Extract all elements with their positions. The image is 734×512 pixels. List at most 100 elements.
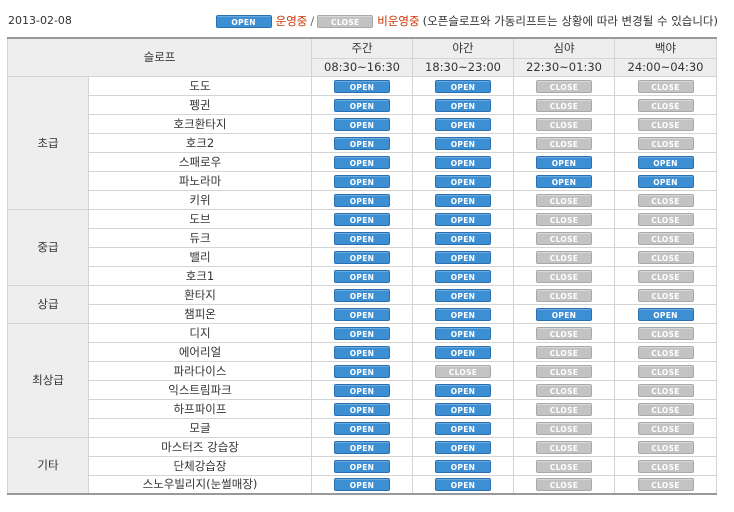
open-badge: OPEN bbox=[435, 478, 491, 492]
close-badge: CLOSE bbox=[536, 269, 592, 283]
status-cell: OPEN bbox=[311, 436, 413, 457]
header-time-midnight: 22:30~01:30 bbox=[513, 57, 615, 77]
slope-name: 마스터즈 강습장 bbox=[88, 436, 312, 457]
status-cell: CLOSE bbox=[614, 208, 717, 229]
status-cell: CLOSE bbox=[513, 398, 615, 419]
close-badge: CLOSE bbox=[637, 288, 694, 302]
slope-name: 익스트림파크 bbox=[88, 379, 312, 400]
status-cell: OPEN bbox=[412, 284, 514, 305]
status-cell: CLOSE bbox=[614, 227, 717, 248]
status-cell: CLOSE bbox=[614, 341, 717, 362]
open-badge: OPEN bbox=[637, 307, 694, 321]
open-badge: OPEN bbox=[435, 79, 491, 93]
slope-name: 스노우빌리지(눈썰매장) bbox=[88, 474, 312, 495]
status-cell: OPEN bbox=[311, 227, 413, 248]
open-badge: OPEN bbox=[334, 383, 390, 397]
header-period-midnight: 심야 bbox=[513, 37, 615, 59]
close-badge: CLOSE bbox=[637, 98, 694, 112]
close-badge: CLOSE bbox=[637, 478, 694, 492]
close-badge: CLOSE bbox=[435, 364, 491, 378]
table-row: 호크2 OPEN OPEN CLOSE CLOSE bbox=[8, 132, 717, 153]
header-period-white-night: 백야 bbox=[614, 37, 717, 59]
status-cell: CLOSE bbox=[614, 246, 717, 267]
status-cell: CLOSE bbox=[614, 132, 717, 153]
status-cell: CLOSE bbox=[513, 265, 615, 286]
status-cell: CLOSE bbox=[412, 360, 514, 381]
status-cell: OPEN bbox=[311, 113, 413, 134]
status-cell: OPEN bbox=[311, 341, 413, 362]
open-badge: OPEN bbox=[536, 307, 592, 321]
open-badge: OPEN bbox=[435, 155, 491, 169]
open-badge: OPEN bbox=[435, 440, 491, 454]
close-badge: CLOSE bbox=[536, 212, 592, 226]
status-cell: OPEN bbox=[412, 322, 514, 343]
open-badge: OPEN bbox=[334, 478, 390, 492]
slope-name: 하프파이프 bbox=[88, 398, 312, 419]
open-badge: OPEN bbox=[334, 307, 390, 321]
open-badge: OPEN bbox=[435, 212, 491, 226]
open-badge: OPEN bbox=[435, 383, 491, 397]
status-cell: OPEN bbox=[412, 94, 514, 115]
table-row: 밸리 OPEN OPEN CLOSE CLOSE bbox=[8, 246, 717, 267]
top-bar: 2013-02-08 OPEN 운영중 / CLOSE 비운영중 (오픈슬로프와… bbox=[0, 0, 734, 38]
open-badge: OPEN bbox=[334, 174, 390, 188]
open-badge: OPEN bbox=[435, 402, 491, 416]
open-badge: OPEN bbox=[435, 288, 491, 302]
status-cell: CLOSE bbox=[614, 322, 717, 343]
close-badge: CLOSE bbox=[536, 250, 592, 264]
status-cell: CLOSE bbox=[513, 75, 615, 96]
status-cell: CLOSE bbox=[513, 455, 615, 476]
open-badge: OPEN bbox=[334, 345, 390, 359]
close-badge: CLOSE bbox=[637, 402, 694, 416]
status-cell: OPEN bbox=[412, 455, 514, 476]
status-cell: OPEN bbox=[311, 265, 413, 286]
close-badge: CLOSE bbox=[637, 269, 694, 283]
close-badge: CLOSE bbox=[637, 79, 694, 93]
close-badge: CLOSE bbox=[536, 326, 592, 340]
close-badge: CLOSE bbox=[536, 117, 592, 131]
slope-name: 디지 bbox=[88, 322, 312, 343]
slope-name: 단체강습장 bbox=[88, 455, 312, 476]
status-cell: OPEN bbox=[311, 303, 413, 324]
close-badge: CLOSE bbox=[536, 288, 592, 302]
slope-name: 호크환타지 bbox=[88, 113, 312, 134]
category-label: 중급 bbox=[7, 208, 89, 286]
legend-close-badge: CLOSE bbox=[317, 14, 374, 28]
slope-name: 파라다이스 bbox=[88, 360, 312, 381]
status-cell: CLOSE bbox=[513, 284, 615, 305]
table-row: 단체강습장 OPEN OPEN CLOSE CLOSE bbox=[8, 455, 717, 476]
table-row: 기타 마스터즈 강습장 OPEN OPEN CLOSE CLOSE bbox=[7, 436, 717, 495]
table-row: 최상급 디지 OPEN OPEN CLOSE CLOSE bbox=[7, 322, 717, 438]
status-cell: CLOSE bbox=[513, 417, 615, 438]
close-badge: CLOSE bbox=[637, 250, 694, 264]
status-cell: CLOSE bbox=[513, 132, 615, 153]
header-period-day: 주간 bbox=[311, 37, 413, 59]
status-cell: CLOSE bbox=[513, 94, 615, 115]
open-badge: OPEN bbox=[334, 269, 390, 283]
open-badge: OPEN bbox=[435, 307, 491, 321]
open-badge: OPEN bbox=[334, 440, 390, 454]
slope-name: 호크1 bbox=[88, 265, 312, 286]
slope-name: 펭귄 bbox=[88, 94, 312, 115]
table-row: 호크환타지 OPEN OPEN CLOSE CLOSE bbox=[8, 113, 717, 134]
open-badge: OPEN bbox=[334, 250, 390, 264]
close-badge: CLOSE bbox=[637, 326, 694, 340]
open-badge: OPEN bbox=[435, 193, 491, 207]
status-cell: OPEN bbox=[412, 151, 514, 172]
open-badge: OPEN bbox=[334, 231, 390, 245]
table-row: 초급 도도 OPEN OPEN CLOSE CLOSE bbox=[7, 75, 717, 210]
status-cell: CLOSE bbox=[614, 94, 717, 115]
slope-table-body: 초급 도도 OPEN OPEN CLOSE CLOSE 펭귄 OPEN OPEN CLOSE CLO… bbox=[7, 75, 717, 495]
open-badge: OPEN bbox=[334, 421, 390, 435]
status-cell: OPEN bbox=[412, 436, 514, 457]
slope-name: 도도 bbox=[88, 75, 312, 96]
legend-close-text: 비운영중 bbox=[377, 14, 420, 28]
status-cell: CLOSE bbox=[513, 208, 615, 229]
status-cell: OPEN bbox=[412, 417, 514, 438]
status-cell: OPEN bbox=[513, 170, 615, 191]
close-badge: CLOSE bbox=[637, 231, 694, 245]
slope-name: 파노라마 bbox=[88, 170, 312, 191]
open-badge: OPEN bbox=[435, 345, 491, 359]
category-label: 상급 bbox=[7, 284, 89, 324]
open-badge: OPEN bbox=[536, 155, 592, 169]
